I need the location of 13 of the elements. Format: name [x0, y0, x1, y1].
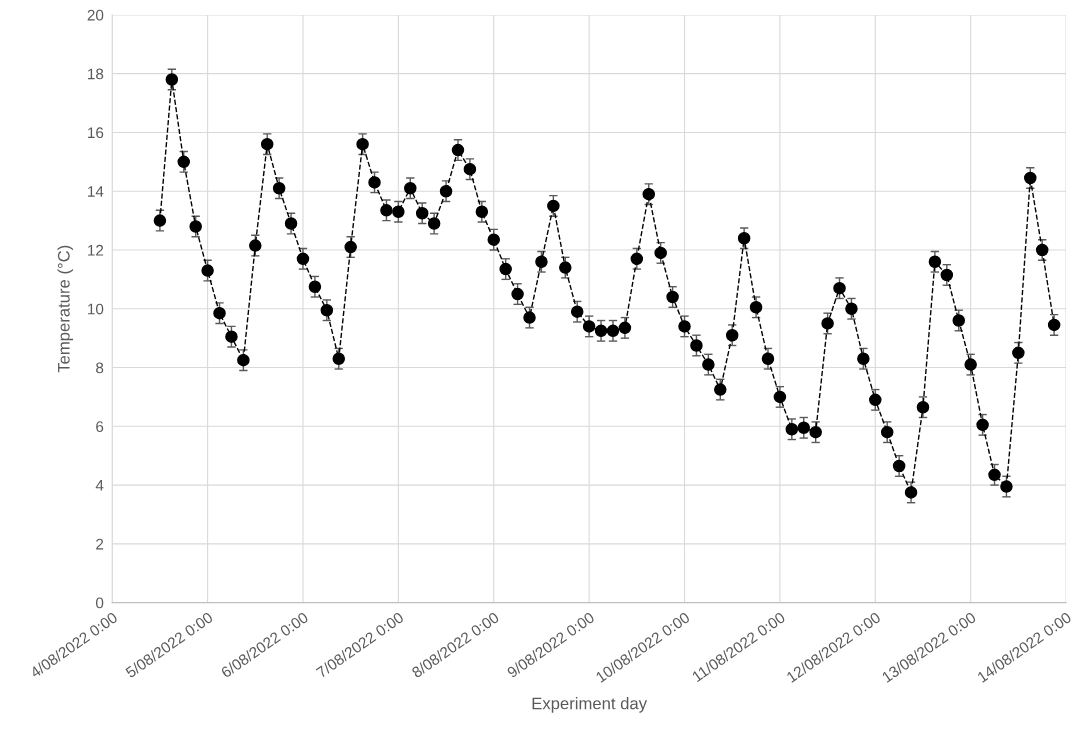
y-tick-label: 8 [96, 362, 104, 374]
y-tick-label: 6 [96, 421, 104, 432]
y-tick-label: 4 [95, 480, 104, 491]
y-tick-label: 16 [88, 127, 104, 139]
y-tick-label: 14 [88, 186, 104, 197]
y-tick-label: 10 [88, 303, 104, 315]
y-tick-label: 0 [95, 597, 104, 609]
y-axis-title: Temperature (°C) [57, 245, 73, 373]
y-tick-label: 20 [87, 9, 104, 21]
y-tick-label: 18 [88, 68, 104, 80]
x-axis-title: Experiment day [532, 697, 647, 713]
y-tick-label: 2 [96, 538, 104, 550]
y-tick-label: 12 [88, 244, 104, 256]
